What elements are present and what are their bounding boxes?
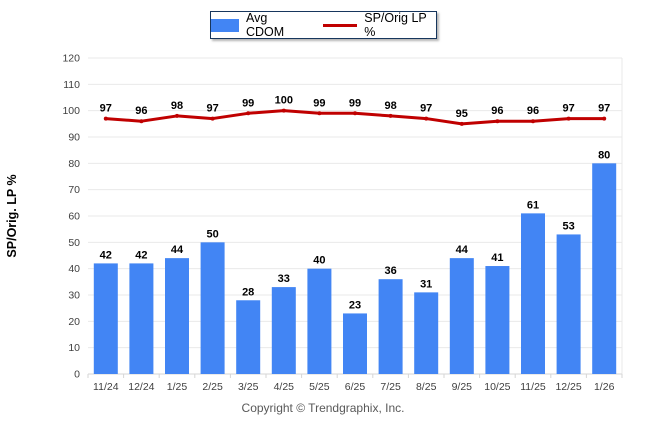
y-tick-label: 110 [63,79,80,91]
y-tick-label: 70 [68,184,80,196]
line-value-label: 97 [206,103,218,115]
x-tick-label: 2/25 [202,381,223,393]
line-value-label: 95 [456,108,468,120]
chart-legend: Avg CDOM SP/Orig LP % [210,11,437,39]
line-point [103,116,108,121]
line-value-label: 96 [491,105,503,117]
line-point [139,119,144,124]
y-tick-label: 20 [68,316,80,328]
bar-value-label: 42 [100,249,112,261]
line-value-label: 98 [384,100,396,112]
bar [485,266,510,374]
line-point [388,113,393,118]
line-point [353,111,357,116]
line-value-label: 96 [527,105,539,117]
bar [521,213,545,374]
bar-value-label: 28 [242,286,254,298]
bar [271,287,296,374]
legend-item-avg-cdom: Avg CDOM [211,11,305,39]
x-tick-label: 1/25 [167,381,188,393]
legend-label-sp-orig-lp: SP/Orig LP % [364,11,427,39]
x-tick-label: 12/24 [128,381,154,393]
legend-label-avg-cdom: Avg CDOM [245,11,285,39]
line-point [246,111,251,116]
x-tick-label: 10/25 [484,381,510,393]
copyright-text: Copyright © Trendgraphix, Inc. [241,401,405,415]
line-value-label: 99 [313,97,325,109]
line-value-label: 97 [420,103,432,115]
bar [343,313,367,374]
bar [93,263,118,374]
y-tick-label: 0 [74,369,80,381]
y-tick-label: 10 [68,342,80,354]
line-point [424,116,429,121]
bar-value-label: 50 [206,228,218,240]
bar [449,258,474,374]
x-tick-label: 1/26 [594,381,615,393]
bar [200,242,225,374]
y-tick-label: 80 [68,158,80,170]
bar [592,163,617,374]
bar-value-label: 80 [598,149,610,161]
y-tick-label: 90 [68,132,80,144]
bar-value-label: 61 [527,199,539,211]
line-swatch-icon [322,23,358,27]
bar-value-label: 31 [420,278,432,290]
line-point [495,119,500,124]
line-value-label: 97 [598,103,610,115]
line-value-label: 100 [275,95,293,107]
line-point [566,116,571,121]
bar [556,234,581,374]
x-tick-label: 11/25 [520,381,546,393]
bar-value-label: 42 [135,249,147,261]
y-axis-title: SP/Orig. LP % [5,174,19,258]
x-tick-label: 9/25 [452,381,473,393]
bar-swatch-icon [211,18,239,32]
y-tick-label: 100 [62,105,80,117]
bar-value-label: 53 [562,220,574,232]
line-value-label: 97 [100,103,112,115]
bar-value-label: 40 [313,255,325,267]
line-value-label: 97 [562,103,574,115]
line-point [317,111,322,116]
line-point [281,108,286,113]
bar [165,258,189,374]
line-point [210,116,215,121]
line-value-label: 98 [171,100,183,112]
bar-value-label: 36 [384,265,396,277]
line-point [459,121,464,126]
bar-value-label: 44 [456,244,469,256]
x-tick-label: 3/25 [238,381,259,393]
x-tick-label: 5/25 [309,381,330,393]
line-value-label: 99 [242,97,254,109]
y-tick-label: 40 [68,263,80,275]
bar [129,263,154,374]
y-tick-label: 60 [68,211,80,223]
line-point [175,113,179,118]
x-tick-label: 12/25 [555,381,581,393]
x-tick-label: 4/25 [274,381,295,393]
x-tick-label: 7/25 [380,381,401,393]
x-tick-label: 6/25 [345,381,366,393]
line-value-label: 99 [349,97,361,109]
bar-value-label: 41 [491,252,503,264]
bar-value-label: 33 [278,273,290,285]
y-tick-label: 50 [68,237,80,249]
legend-item-sp-orig-lp: SP/Orig LP % [322,11,436,39]
line-value-label: 96 [135,105,147,117]
bar [378,279,403,374]
x-tick-label: 11/24 [93,381,119,393]
bar [307,268,332,374]
bar [236,300,261,374]
bar-value-label: 23 [349,299,361,311]
line-point [531,119,535,124]
y-tick-label: 30 [68,290,80,302]
y-tick-label: 120 [62,53,80,65]
bar [414,292,439,374]
x-tick-label: 8/25 [416,381,437,393]
bar-value-label: 44 [171,244,184,256]
line-point [602,116,607,121]
